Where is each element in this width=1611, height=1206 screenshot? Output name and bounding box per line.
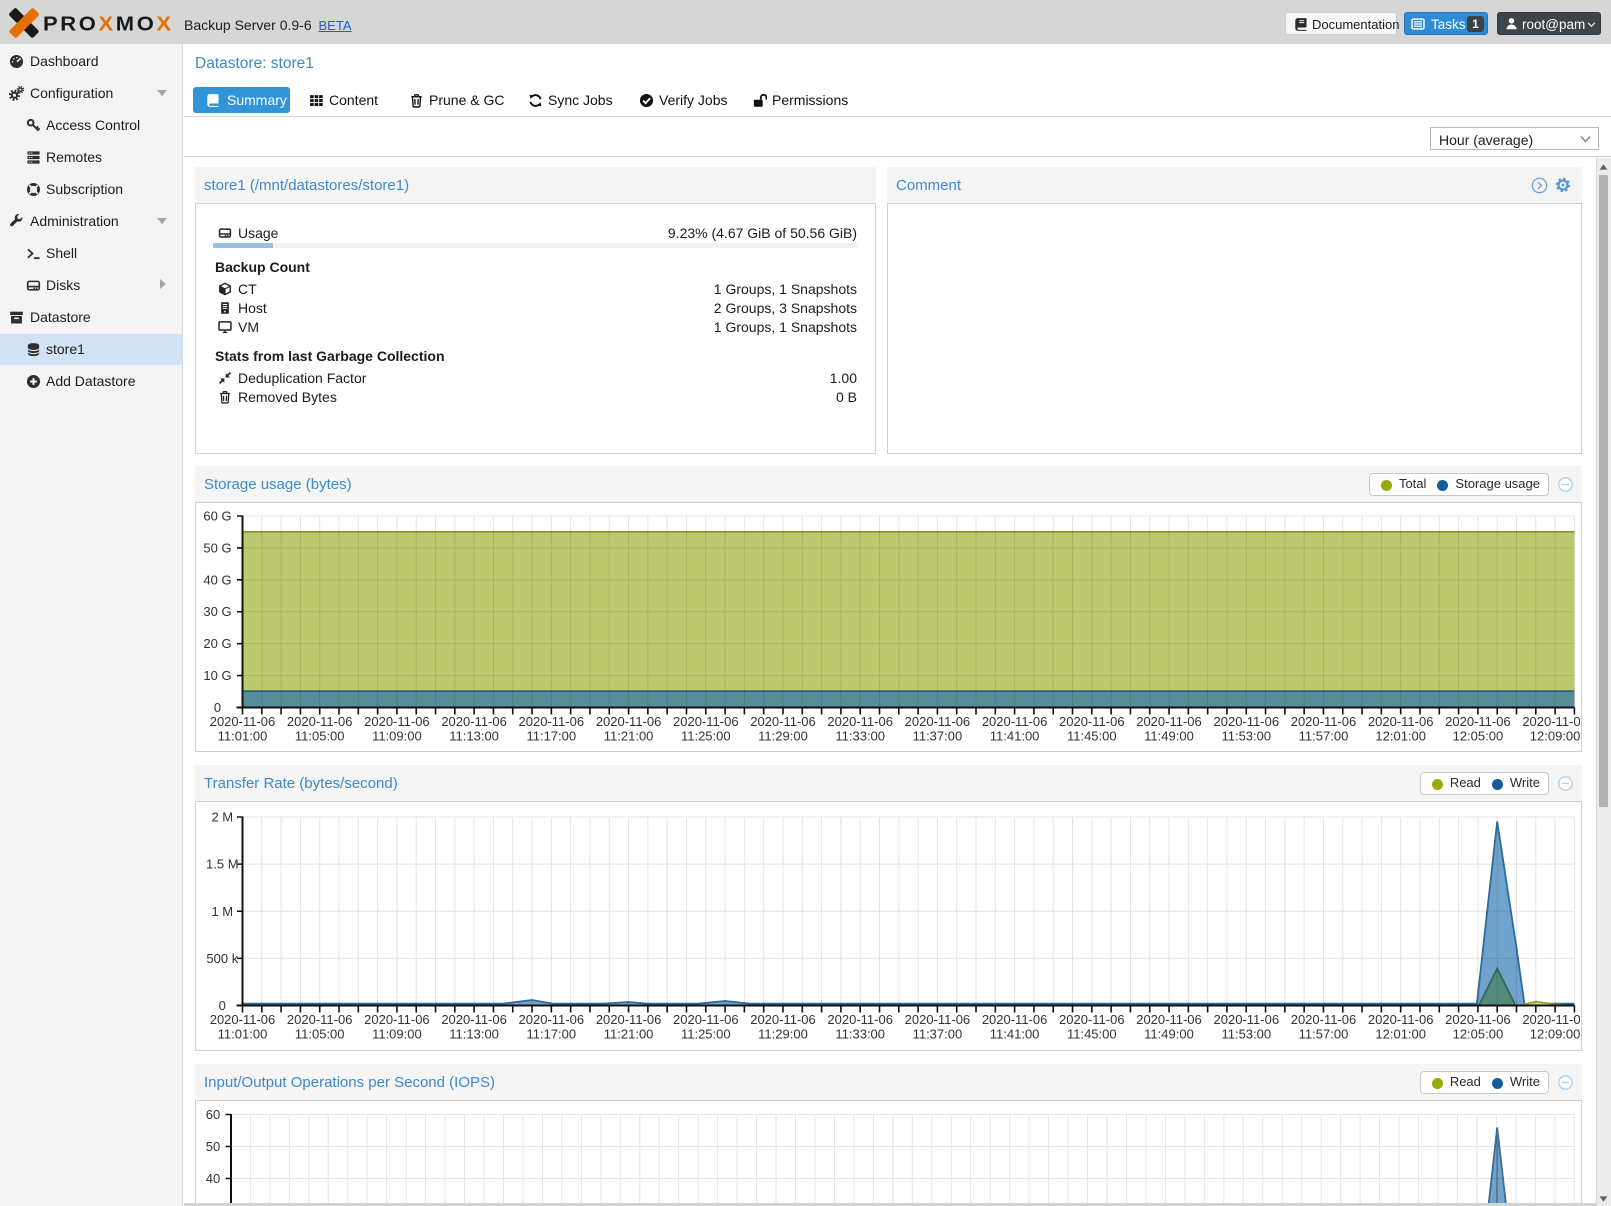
svg-text:11:25:00: 11:25:00 — [681, 1027, 731, 1042]
svg-text:2020-11-06: 2020-11-06 — [1214, 1012, 1280, 1027]
svg-text:2 M: 2 M — [211, 810, 233, 825]
svg-text:2020-11-06: 2020-11-06 — [1445, 714, 1511, 729]
svg-text:1.5 M: 1.5 M — [206, 857, 239, 872]
svg-text:0: 0 — [214, 700, 221, 715]
svg-text:2020-11-06: 2020-11-06 — [441, 714, 507, 729]
svg-text:2020-11-06: 2020-11-06 — [1522, 1012, 1581, 1027]
svg-text:2020-11-06: 2020-11-06 — [1445, 1012, 1511, 1027]
svg-text:2020-11-06: 2020-11-06 — [210, 1012, 276, 1027]
svg-text:11:21:00: 11:21:00 — [604, 1027, 654, 1042]
svg-text:11:33:00: 11:33:00 — [835, 1027, 885, 1042]
svg-text:1 M: 1 M — [211, 904, 233, 919]
svg-text:2020-11-06: 2020-11-06 — [827, 714, 893, 729]
svg-text:11:37:00: 11:37:00 — [913, 1027, 963, 1042]
svg-text:11:41:00: 11:41:00 — [990, 1027, 1040, 1042]
svg-text:11:29:00: 11:29:00 — [758, 729, 808, 744]
svg-text:10 G: 10 G — [203, 668, 231, 683]
svg-text:11:09:00: 11:09:00 — [372, 1027, 422, 1042]
svg-text:12:01:00: 12:01:00 — [1375, 1027, 1426, 1042]
svg-text:11:45:00: 11:45:00 — [1067, 729, 1117, 744]
svg-text:2020-11-06: 2020-11-06 — [673, 1012, 739, 1027]
svg-text:2020-11-06: 2020-11-06 — [1522, 714, 1581, 729]
svg-text:11:57:00: 11:57:00 — [1299, 729, 1349, 744]
svg-text:11:17:00: 11:17:00 — [526, 729, 576, 744]
svg-text:2020-11-06: 2020-11-06 — [905, 714, 971, 729]
svg-text:2020-11-06: 2020-11-06 — [1368, 1012, 1434, 1027]
svg-text:11:05:00: 11:05:00 — [295, 1027, 345, 1042]
svg-text:11:21:00: 11:21:00 — [604, 729, 654, 744]
svg-text:2020-11-06: 2020-11-06 — [750, 1012, 816, 1027]
svg-text:2020-11-06: 2020-11-06 — [364, 714, 430, 729]
svg-text:0: 0 — [219, 998, 226, 1013]
svg-text:11:29:00: 11:29:00 — [758, 1027, 808, 1042]
svg-text:2020-11-06: 2020-11-06 — [1136, 1012, 1202, 1027]
svg-text:11:53:00: 11:53:00 — [1221, 729, 1271, 744]
svg-text:11:09:00: 11:09:00 — [372, 729, 422, 744]
svg-text:11:17:00: 11:17:00 — [526, 1027, 576, 1042]
svg-text:11:25:00: 11:25:00 — [681, 729, 731, 744]
svg-text:50: 50 — [206, 1139, 220, 1154]
svg-text:2020-11-06: 2020-11-06 — [287, 1012, 353, 1027]
svg-text:2020-11-06: 2020-11-06 — [1059, 1012, 1125, 1027]
svg-text:11:41:00: 11:41:00 — [990, 729, 1040, 744]
svg-text:11:49:00: 11:49:00 — [1144, 729, 1194, 744]
svg-text:2020-11-06: 2020-11-06 — [1136, 714, 1202, 729]
svg-text:11:57:00: 11:57:00 — [1299, 1027, 1349, 1042]
svg-text:2020-11-06: 2020-11-06 — [750, 714, 816, 729]
svg-text:2020-11-06: 2020-11-06 — [827, 1012, 893, 1027]
svg-text:11:37:00: 11:37:00 — [913, 729, 963, 744]
svg-text:2020-11-06: 2020-11-06 — [596, 1012, 662, 1027]
svg-text:11:01:00: 11:01:00 — [218, 729, 268, 744]
svg-text:11:13:00: 11:13:00 — [449, 1027, 499, 1042]
svg-text:2020-11-06: 2020-11-06 — [596, 714, 662, 729]
svg-text:2020-11-06: 2020-11-06 — [982, 1012, 1048, 1027]
svg-text:40: 40 — [206, 1171, 220, 1186]
svg-text:11:13:00: 11:13:00 — [449, 729, 499, 744]
svg-text:2020-11-06: 2020-11-06 — [287, 714, 353, 729]
svg-text:500 k: 500 k — [206, 951, 238, 966]
svg-text:12:05:00: 12:05:00 — [1453, 1027, 1504, 1042]
svg-text:30 G: 30 G — [203, 604, 231, 619]
svg-text:2020-11-06: 2020-11-06 — [1291, 1012, 1357, 1027]
svg-text:2020-11-06: 2020-11-06 — [1291, 714, 1357, 729]
svg-text:12:01:00: 12:01:00 — [1375, 729, 1426, 744]
svg-text:11:53:00: 11:53:00 — [1221, 1027, 1271, 1042]
svg-text:20 G: 20 G — [203, 636, 231, 651]
svg-text:11:05:00: 11:05:00 — [295, 729, 345, 744]
svg-text:2020-11-06: 2020-11-06 — [519, 714, 585, 729]
svg-text:60 G: 60 G — [203, 509, 231, 524]
svg-text:60: 60 — [206, 1107, 220, 1122]
svg-text:12:09:00: 12:09:00 — [1530, 1027, 1581, 1042]
svg-text:50 G: 50 G — [203, 540, 231, 555]
svg-text:2020-11-06: 2020-11-06 — [210, 714, 276, 729]
svg-text:12:09:00: 12:09:00 — [1530, 729, 1581, 744]
svg-text:2020-11-06: 2020-11-06 — [441, 1012, 507, 1027]
svg-text:2020-11-06: 2020-11-06 — [519, 1012, 585, 1027]
svg-text:11:45:00: 11:45:00 — [1067, 1027, 1117, 1042]
svg-text:2020-11-06: 2020-11-06 — [673, 714, 739, 729]
svg-text:11:49:00: 11:49:00 — [1144, 1027, 1194, 1042]
svg-text:2020-11-06: 2020-11-06 — [905, 1012, 971, 1027]
svg-text:2020-11-06: 2020-11-06 — [364, 1012, 430, 1027]
svg-text:2020-11-06: 2020-11-06 — [1059, 714, 1125, 729]
svg-text:2020-11-06: 2020-11-06 — [1368, 714, 1434, 729]
svg-text:40 G: 40 G — [203, 572, 231, 587]
svg-text:2020-11-06: 2020-11-06 — [1214, 714, 1280, 729]
svg-text:2020-11-06: 2020-11-06 — [982, 714, 1048, 729]
svg-text:11:01:00: 11:01:00 — [218, 1027, 268, 1042]
svg-text:11:33:00: 11:33:00 — [835, 729, 885, 744]
svg-text:12:05:00: 12:05:00 — [1453, 729, 1504, 744]
